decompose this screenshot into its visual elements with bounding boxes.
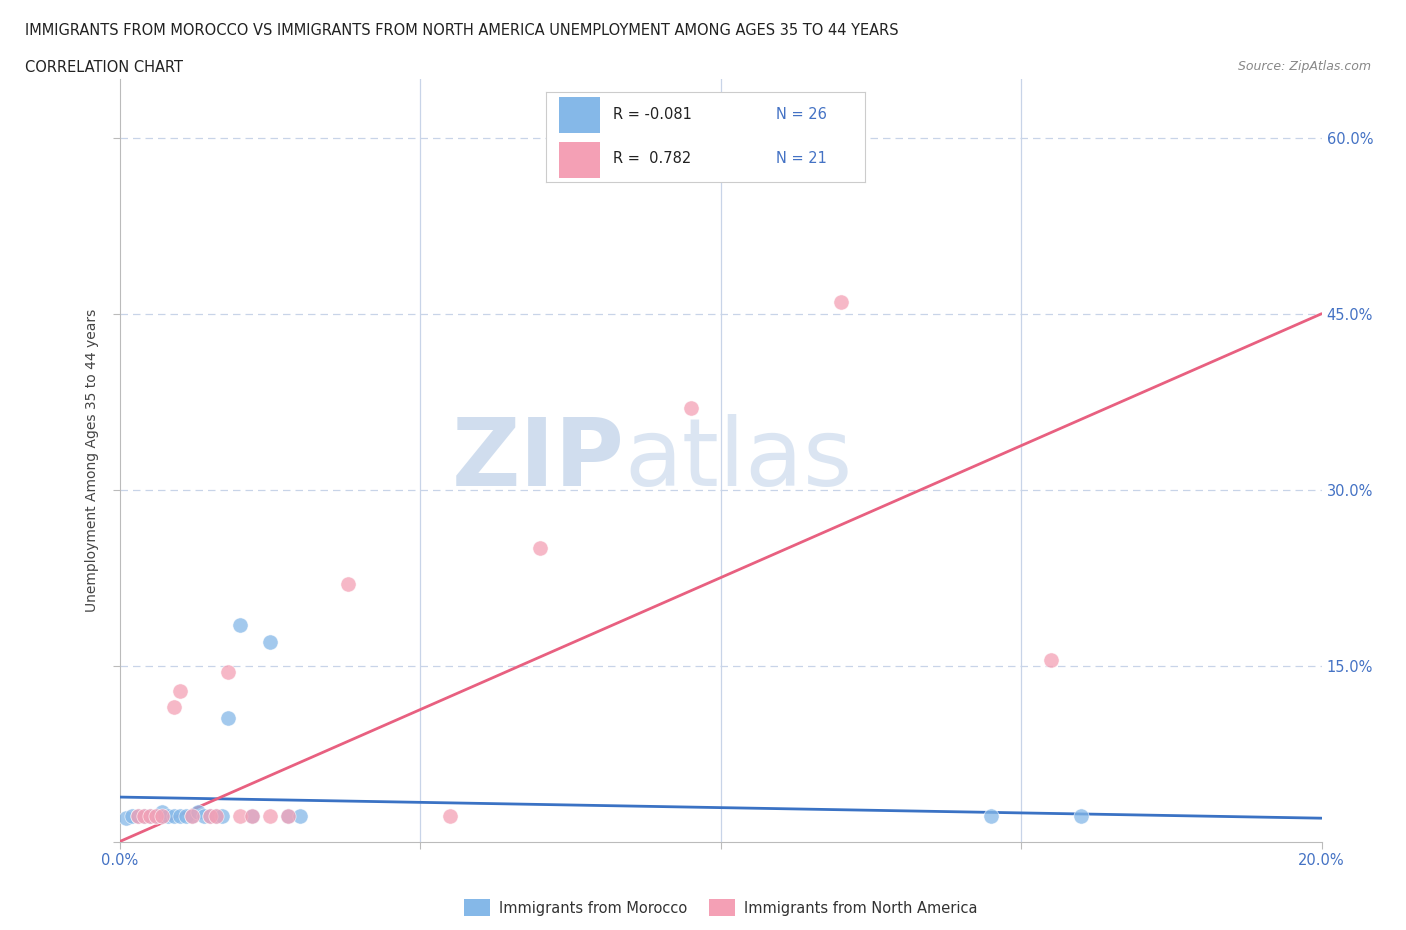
Text: IMMIGRANTS FROM MOROCCO VS IMMIGRANTS FROM NORTH AMERICA UNEMPLOYMENT AMONG AGES: IMMIGRANTS FROM MOROCCO VS IMMIGRANTS FR…: [25, 23, 898, 38]
Point: [980, 808, 1002, 823]
Point: [150, 808, 173, 823]
Point: [162, 808, 184, 823]
Point: [1040, 652, 1063, 667]
Point: [127, 808, 149, 823]
Point: [1070, 808, 1092, 823]
Point: [830, 295, 852, 310]
Point: [529, 541, 551, 556]
Point: [169, 684, 191, 699]
Legend: Immigrants from Morocco, Immigrants from North America: Immigrants from Morocco, Immigrants from…: [458, 894, 983, 922]
Point: [150, 808, 173, 823]
Point: [288, 808, 311, 823]
Point: [180, 808, 202, 823]
Point: [439, 808, 461, 823]
Point: [138, 808, 160, 823]
Point: [180, 808, 202, 823]
Point: [145, 808, 167, 823]
Text: ZIP: ZIP: [451, 415, 624, 506]
Point: [162, 699, 184, 714]
Text: atlas: atlas: [624, 415, 852, 506]
Point: [127, 808, 149, 823]
Point: [169, 808, 191, 823]
Point: [240, 808, 263, 823]
Point: [228, 808, 252, 823]
Point: [121, 808, 143, 823]
Point: [145, 808, 167, 823]
Point: [150, 804, 173, 819]
Point: [277, 808, 299, 823]
Point: [114, 811, 136, 826]
Point: [132, 808, 155, 823]
Point: [204, 808, 226, 823]
Point: [259, 635, 281, 650]
Point: [204, 808, 226, 823]
Point: [277, 808, 299, 823]
Point: [228, 618, 252, 632]
Point: [259, 808, 281, 823]
Point: [193, 808, 215, 823]
Y-axis label: Unemployment Among Ages 35 to 44 years: Unemployment Among Ages 35 to 44 years: [86, 309, 100, 612]
Point: [138, 808, 160, 823]
Point: [336, 576, 359, 591]
Point: [132, 808, 155, 823]
Point: [174, 808, 197, 823]
Point: [679, 400, 702, 415]
Text: CORRELATION CHART: CORRELATION CHART: [25, 60, 183, 75]
Point: [198, 808, 221, 823]
Point: [198, 808, 221, 823]
Point: [217, 664, 239, 679]
Point: [217, 711, 239, 726]
Point: [187, 804, 209, 819]
Text: Source: ZipAtlas.com: Source: ZipAtlas.com: [1237, 60, 1371, 73]
Point: [240, 808, 263, 823]
Point: [211, 808, 233, 823]
Point: [156, 808, 179, 823]
